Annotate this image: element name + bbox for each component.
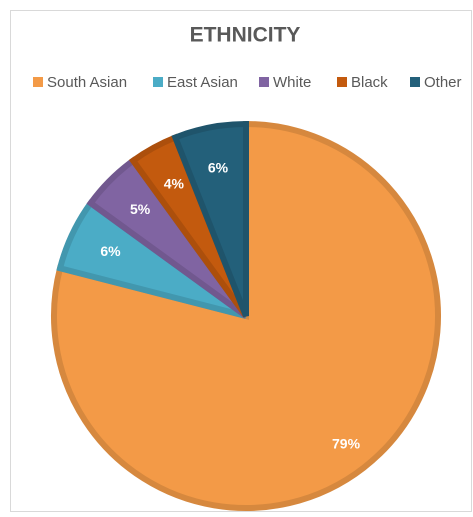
pie-slice xyxy=(51,120,441,511)
legend-label: South Asian xyxy=(47,74,127,91)
legend-label: East Asian xyxy=(167,74,238,91)
data-label: 6% xyxy=(100,243,121,259)
chart-title: ETHNICITY xyxy=(190,24,301,47)
legend-label: Black xyxy=(351,74,388,91)
data-label: 5% xyxy=(130,201,151,217)
data-label: 79% xyxy=(332,436,361,452)
legend-swatch xyxy=(153,77,163,87)
data-label: 6% xyxy=(208,160,229,176)
legend-swatch xyxy=(337,77,347,87)
pie-slice xyxy=(171,120,249,318)
legend-swatch xyxy=(33,77,43,87)
legend-swatch xyxy=(259,77,269,87)
legend-swatch xyxy=(410,77,420,87)
legend-label: Other xyxy=(424,74,462,91)
data-label: 4% xyxy=(164,175,185,191)
legend-label: White xyxy=(273,74,311,91)
